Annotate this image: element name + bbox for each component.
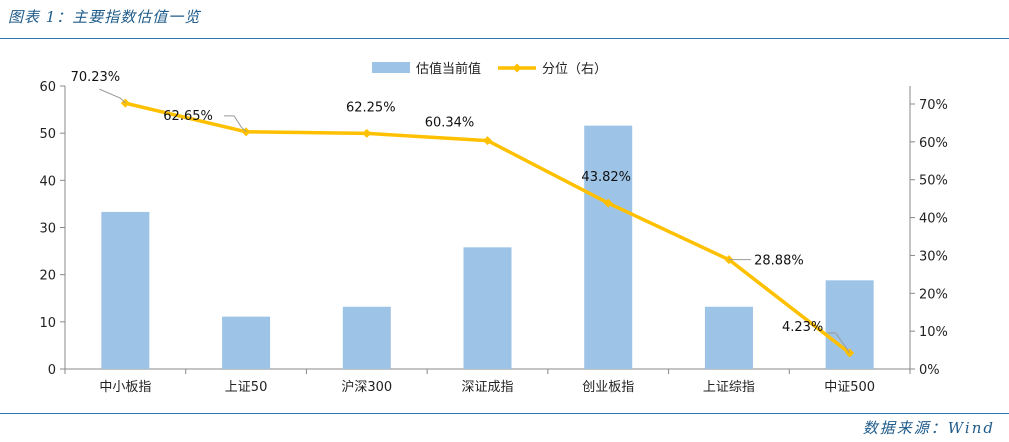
label-leader-line — [99, 88, 126, 104]
x-tick-label: 中证500 — [824, 380, 875, 395]
bar — [463, 247, 512, 369]
line-data-label: 62.25% — [346, 100, 396, 115]
figure-title: 图表 1：主要指数估值一览 — [8, 8, 201, 26]
right-tick-label: 50% — [919, 174, 948, 189]
x-tick-label: 沪深300 — [341, 379, 392, 395]
bar — [704, 306, 753, 369]
right-tick-label: 60% — [919, 136, 948, 151]
x-tick-label: 深证成指 — [461, 380, 513, 395]
x-tick-label: 上证50 — [225, 380, 268, 395]
line-data-label: 43.82% — [581, 170, 631, 185]
bottom-divider — [0, 413, 1009, 414]
x-tick-label: 创业板指 — [582, 380, 634, 395]
top-divider — [0, 38, 1009, 39]
source-note: 数据来源：Wind — [862, 419, 995, 437]
bar — [222, 316, 271, 369]
line-data-label: 60.34% — [425, 116, 475, 131]
x-tick-label: 中小板指 — [99, 380, 151, 395]
right-tick-label: 10% — [919, 325, 948, 340]
bar — [342, 306, 391, 369]
line-data-label: 28.88% — [754, 254, 804, 269]
legend: 估值当前值 分位（右） — [372, 61, 607, 77]
bar — [101, 211, 150, 369]
left-tick-label: 60 — [39, 80, 56, 95]
legend-swatch-marker — [512, 63, 522, 73]
left-tick-label: 0 — [48, 363, 56, 378]
legend-label-bar: 估值当前值 — [416, 61, 481, 77]
line-point — [483, 136, 492, 146]
left-tick-label: 20 — [39, 269, 56, 284]
legend-swatch-bar — [372, 62, 410, 73]
right-tick-label: 40% — [919, 212, 948, 227]
data-labels: 70.23% 62.65% 62.25% 60.34% 43.82% 28.88% 4.23… — [71, 70, 851, 354]
legend-label-line: 分位（右） — [542, 62, 607, 77]
right-tick-label: 30% — [919, 249, 948, 264]
bar-series — [101, 125, 874, 370]
x-tick-label: 上证综指 — [703, 380, 755, 395]
line-data-label: 70.23% — [71, 70, 121, 85]
right-tick-label: 70% — [919, 98, 948, 113]
chart-axes: 0 10 20 30 40 50 60 0% 10% 20% 30% 40% 50% 60% 70% 中小板指… — [39, 80, 947, 395]
right-tick-label: 0% — [919, 363, 940, 378]
label-leader-line — [224, 115, 247, 133]
left-tick-label: 50 — [39, 127, 56, 142]
bar — [584, 125, 633, 370]
label-leader-line — [827, 332, 851, 354]
line-point — [362, 128, 372, 138]
left-tick-label: 10 — [39, 316, 56, 331]
line-point — [603, 198, 613, 208]
left-tick-label: 30 — [39, 222, 56, 237]
line-data-label: 4.23% — [782, 320, 823, 335]
left-tick-label: 40 — [39, 174, 56, 189]
line-data-label: 62.65% — [163, 109, 213, 124]
right-tick-label: 20% — [919, 287, 948, 302]
